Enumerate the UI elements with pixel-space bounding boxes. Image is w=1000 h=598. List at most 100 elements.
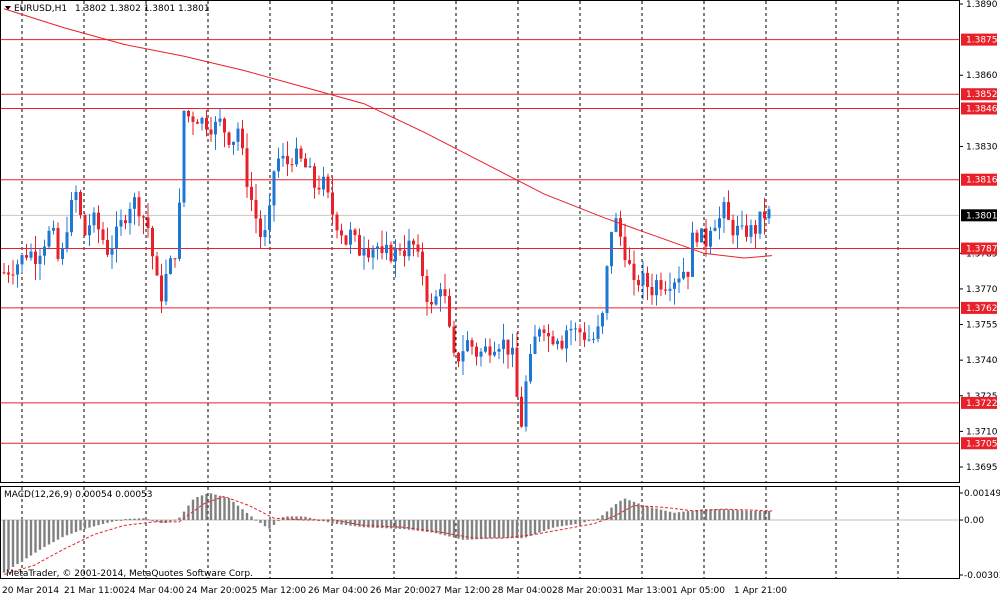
candle-body bbox=[20, 255, 24, 265]
dropdown-triangle-icon[interactable] bbox=[5, 6, 11, 10]
candle-body bbox=[88, 225, 91, 236]
macd-bar bbox=[583, 520, 586, 523]
candle-body bbox=[65, 232, 69, 249]
macd-bar bbox=[70, 520, 73, 534]
candle-body bbox=[619, 218, 622, 237]
macd-bar bbox=[466, 520, 469, 540]
macd-bar bbox=[695, 509, 699, 521]
macd-bar bbox=[587, 520, 591, 522]
candle-body bbox=[74, 191, 78, 201]
macd-bar bbox=[20, 520, 24, 562]
macd-bar bbox=[767, 510, 771, 521]
macd-tick-label: 0.00 bbox=[964, 516, 984, 526]
candle-body bbox=[659, 280, 663, 290]
level-tags: 1.3875 1.3852 1.3846 1.3816 1.3787 1.3762 1.37… bbox=[961, 33, 998, 450]
macd-bar bbox=[664, 510, 667, 521]
candle-body bbox=[137, 197, 141, 217]
macd-bar bbox=[362, 520, 366, 528]
macd-bar bbox=[137, 518, 141, 521]
candle-body bbox=[191, 116, 195, 122]
candle-body bbox=[718, 218, 721, 228]
y-tick-label: 1.3890 bbox=[966, 0, 998, 10]
macd-bar bbox=[515, 520, 519, 539]
macd-bar bbox=[637, 503, 640, 521]
macd-bar bbox=[506, 520, 510, 539]
macd-bar bbox=[709, 509, 712, 521]
macd-signal-line bbox=[3, 495, 773, 575]
macd-bar bbox=[403, 520, 406, 530]
macd-bar bbox=[416, 520, 420, 531]
candle-body bbox=[146, 217, 150, 229]
macd-bar bbox=[326, 520, 330, 523]
macd-bar bbox=[353, 520, 357, 527]
macd-bar bbox=[187, 505, 190, 521]
candle-body bbox=[349, 229, 352, 245]
level-tag bbox=[961, 301, 997, 314]
macd-bar bbox=[578, 520, 582, 524]
x-tick-label: 24 Mar 04:00 bbox=[124, 586, 184, 596]
x-tick-label: 1 Apr 05:00 bbox=[672, 586, 725, 596]
candle-body bbox=[745, 225, 748, 237]
current-price-tag bbox=[961, 209, 997, 222]
macd-bar bbox=[547, 520, 550, 530]
candle-body bbox=[538, 329, 541, 337]
x-tick-label: 1 Apr 21:00 bbox=[734, 586, 787, 596]
macd-bar bbox=[722, 509, 726, 521]
macd-bar bbox=[475, 520, 478, 540]
y-tick-label: 1.3770 bbox=[966, 285, 998, 295]
macd-bar bbox=[340, 520, 343, 525]
candle-body bbox=[736, 225, 739, 236]
candle-body bbox=[425, 276, 429, 303]
macd-bar bbox=[529, 520, 532, 536]
y-tick-label: 1.3695 bbox=[966, 463, 998, 473]
candle-body bbox=[551, 336, 555, 345]
candle-body bbox=[371, 249, 375, 258]
symbol-label: EURUSD,H1 bbox=[14, 4, 67, 14]
macd-bar bbox=[304, 516, 307, 521]
candle-body bbox=[281, 155, 285, 159]
macd-bar bbox=[592, 519, 595, 521]
macd-bar bbox=[389, 520, 393, 529]
candle-body bbox=[646, 272, 649, 287]
macd-bar bbox=[520, 520, 523, 539]
candle-body bbox=[277, 158, 280, 172]
x-tick-label: 31 Mar 13:00 bbox=[612, 586, 672, 596]
macd-bar bbox=[763, 510, 766, 521]
macd-bar bbox=[178, 517, 181, 521]
x-tick-label: 27 Mar 12:00 bbox=[430, 586, 490, 596]
candle-body bbox=[376, 246, 379, 250]
candle-body bbox=[133, 197, 136, 209]
candle-body bbox=[596, 326, 600, 339]
candle-body bbox=[731, 219, 735, 236]
macd-bar bbox=[272, 520, 276, 525]
y-tick-label: 1.3725 bbox=[966, 392, 998, 402]
candle-body bbox=[61, 248, 64, 259]
x-tick-label: 28 Mar 20:00 bbox=[552, 586, 612, 596]
candle-body bbox=[7, 272, 10, 275]
candle-body bbox=[700, 228, 703, 243]
candle-body bbox=[614, 218, 618, 232]
candle-body bbox=[484, 346, 487, 352]
macd-bar bbox=[596, 518, 600, 521]
macd-bar bbox=[16, 520, 19, 565]
candle-body bbox=[560, 340, 564, 349]
candle-body bbox=[470, 340, 474, 347]
macd-bar bbox=[758, 510, 762, 521]
candle-body bbox=[290, 164, 294, 166]
candle-body bbox=[457, 352, 460, 362]
macd-bar bbox=[533, 520, 537, 535]
candle-body bbox=[101, 229, 105, 240]
candle-body bbox=[16, 264, 19, 275]
candle-body bbox=[637, 280, 640, 286]
macd-bar bbox=[295, 516, 298, 521]
candle-body bbox=[209, 129, 213, 135]
level-tag-label: 1.3846 bbox=[966, 104, 998, 114]
macd-bar bbox=[646, 506, 649, 521]
candle-body bbox=[79, 191, 82, 216]
level-tag-label: 1.3762 bbox=[966, 304, 998, 314]
candle-body bbox=[650, 286, 654, 296]
candle-body bbox=[205, 117, 208, 130]
candle-body bbox=[259, 218, 262, 238]
macd-bar bbox=[668, 511, 672, 521]
